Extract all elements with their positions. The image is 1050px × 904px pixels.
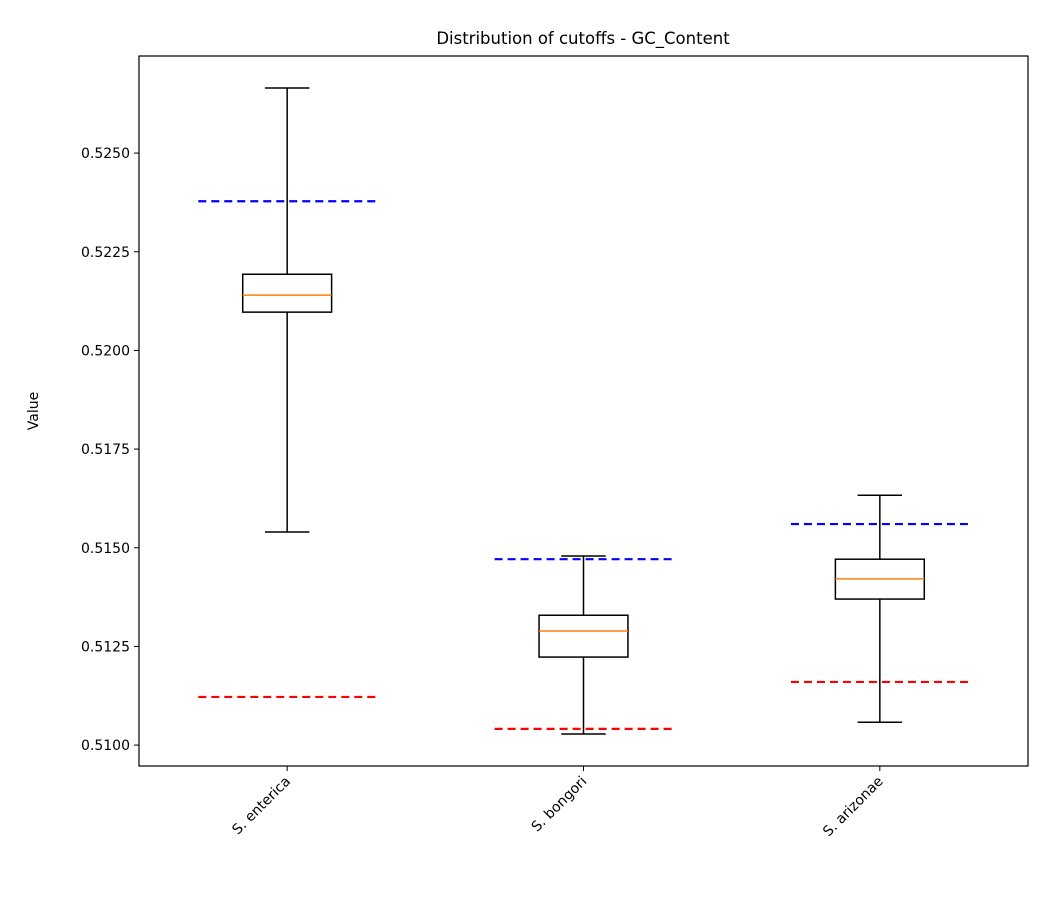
y-tick-label: 0.5175 bbox=[81, 442, 130, 458]
y-tick-label: 0.5200 bbox=[81, 343, 130, 359]
y-tick-label: 0.5100 bbox=[81, 738, 130, 754]
y-tick-label: 0.5150 bbox=[81, 541, 130, 557]
x-tick-label: S. arizonae bbox=[820, 774, 886, 840]
y-axis-label: Value bbox=[26, 392, 42, 430]
box bbox=[538, 614, 629, 658]
plot-frame bbox=[138, 55, 1029, 767]
box bbox=[241, 273, 333, 313]
chart-title: Distribution of cutoffs - GC_Content bbox=[436, 29, 730, 49]
x-tick-label: S. enterica bbox=[229, 774, 294, 839]
y-tick-label: 0.5225 bbox=[81, 245, 130, 261]
x-tick-label: S. bongori bbox=[529, 774, 591, 836]
y-tick-label: 0.5125 bbox=[81, 639, 130, 655]
y-tick-label: 0.5250 bbox=[81, 146, 130, 162]
